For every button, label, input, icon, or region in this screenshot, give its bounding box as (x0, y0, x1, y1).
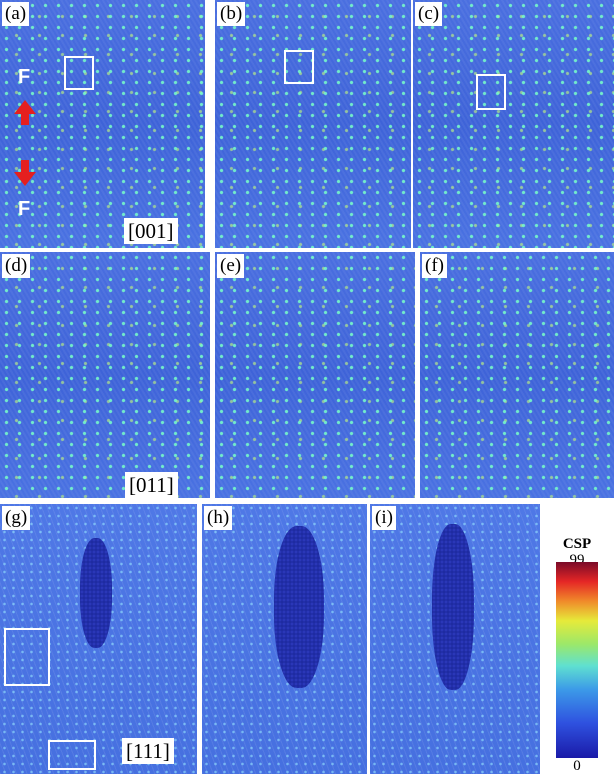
highlight-box (4, 628, 50, 686)
void (80, 538, 112, 648)
colorbar-title: CSP (562, 536, 592, 552)
panel: (a) F F [001] (0, 0, 205, 248)
void (274, 526, 324, 688)
panel: (f) (420, 252, 614, 498)
panel: (i) (370, 504, 540, 774)
panel-label: (e) (217, 254, 245, 278)
highlight-box (284, 50, 314, 84)
panel: (c) (413, 0, 614, 248)
panel: (g) [111] (0, 504, 197, 774)
direction-label: [011] (125, 472, 178, 498)
arrow (14, 100, 36, 114)
panel-label: (b) (217, 2, 246, 26)
panel-label: (g) (2, 506, 31, 530)
force-label: F (18, 66, 31, 88)
panel-label: (h) (204, 506, 233, 530)
void (432, 524, 474, 690)
panel-label: (a) (2, 2, 30, 26)
panel-label: (d) (2, 254, 31, 278)
panel: (b) (215, 0, 411, 248)
highlight-box (48, 740, 96, 770)
panel-label: (c) (415, 2, 443, 26)
arrow (14, 172, 36, 186)
direction-label: [001] (124, 218, 178, 244)
panel: (e) (215, 252, 415, 498)
panel-label: (i) (372, 506, 396, 530)
panel: (h) (202, 504, 367, 774)
force-label: F (18, 198, 31, 220)
arrow (21, 113, 29, 125)
colorbar (556, 562, 598, 758)
direction-label: [111] (122, 738, 174, 764)
colorbar-min: 0 (573, 758, 581, 774)
arrow (21, 160, 29, 172)
highlight-box (476, 74, 506, 110)
highlight-box (64, 56, 94, 90)
panel: (d) [011] (0, 252, 210, 498)
panel-label: (f) (422, 254, 447, 278)
